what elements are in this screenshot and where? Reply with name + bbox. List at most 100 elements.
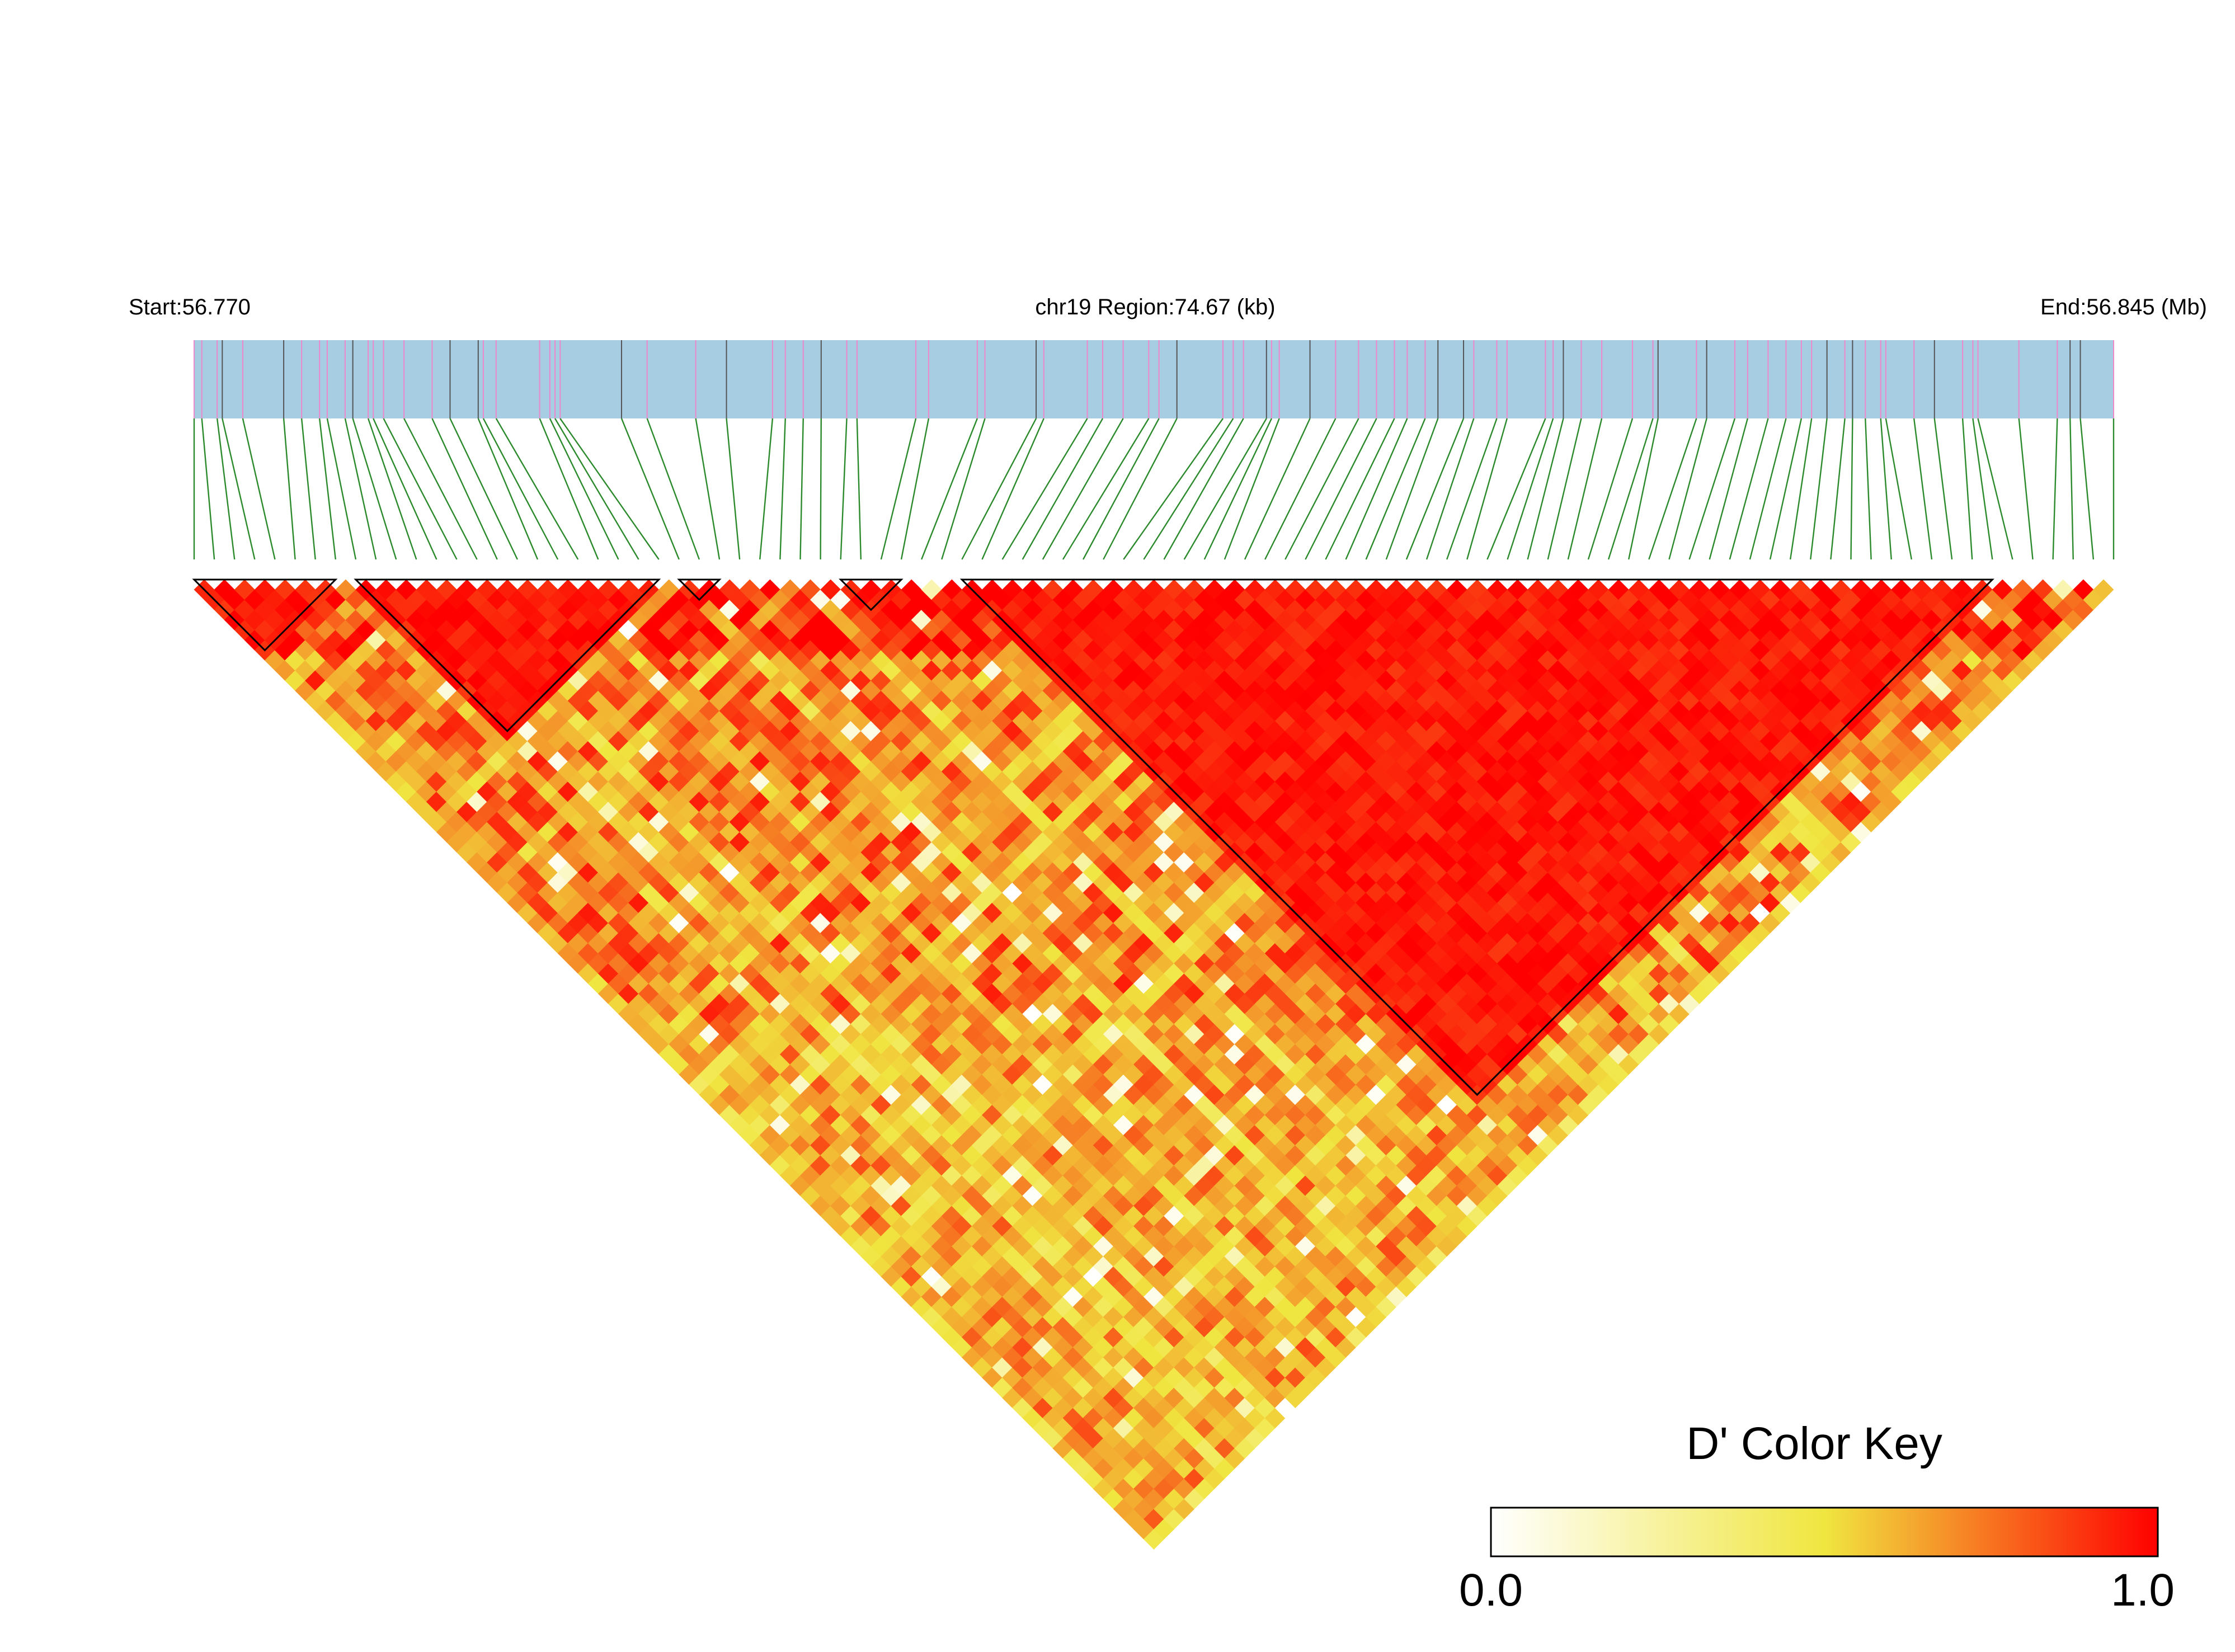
snp-connector-line — [1163, 418, 1244, 560]
snp-connector-line — [1648, 418, 1697, 560]
snp-connector-line — [2052, 418, 2058, 560]
snp-connector-line — [1083, 418, 1160, 560]
snp-connector-line — [1830, 418, 1846, 560]
snp-connector-line — [1062, 418, 1150, 560]
snp-connector-line — [554, 418, 639, 560]
region-title-label: chr19 Region:74.67 (kb) — [1035, 295, 1275, 319]
snp-connector-line — [1345, 418, 1408, 560]
snp-connector-line — [495, 418, 579, 560]
snp-connector-line — [1486, 418, 1546, 560]
ld-cells — [194, 579, 2114, 1550]
snp-connector-line — [383, 418, 458, 560]
snp-marker-lines — [194, 340, 2114, 418]
snp-connector-line — [840, 418, 848, 560]
color-key-bar — [1490, 1507, 2159, 1557]
snp-connector-line — [1103, 418, 1178, 560]
snp-connector-line — [1865, 418, 1872, 560]
snp-connector-line — [477, 418, 539, 560]
snp-connector-line — [1446, 418, 1498, 560]
snp-connector-line — [1001, 418, 1088, 560]
snp-connector-line — [1567, 418, 1603, 560]
snp-connector-line — [559, 418, 660, 560]
snp-connector-line — [1022, 418, 1104, 560]
snp-connector-line — [620, 418, 680, 560]
snp-connector-line — [2069, 418, 2074, 560]
chromosome-track — [194, 340, 2114, 418]
snp-connector-line — [1224, 418, 1280, 560]
snp-connector-line — [300, 418, 316, 560]
snp-connector-line — [1972, 418, 1993, 560]
snp-connector-line — [1183, 418, 1267, 560]
snp-connector-line — [646, 418, 700, 560]
snp-connector-line — [449, 418, 518, 560]
region-end-label: End:56.845 (Mb) — [2040, 295, 2207, 319]
snp-connector-line — [2018, 418, 2034, 560]
snp-connector-line — [1885, 418, 1913, 560]
snp-connector-line — [1143, 418, 1234, 560]
color-key-max-label: 1.0 — [2111, 1565, 2175, 1616]
snp-connector-line — [900, 418, 930, 560]
snp-connector-line — [695, 418, 721, 560]
snp-connector-line — [1977, 418, 2013, 560]
snp-connector-line — [1284, 418, 1359, 560]
snp-connector-line — [1425, 418, 1475, 560]
snp-connector-line — [1668, 418, 1707, 560]
color-key-min-label: 0.0 — [1459, 1565, 1523, 1616]
snp-connector-line — [352, 418, 397, 560]
snp-connector-line — [1365, 418, 1426, 560]
snp-connector-line — [1913, 418, 1933, 560]
snp-connector-line — [1527, 418, 1564, 560]
snp-connector-line — [201, 418, 215, 560]
snp-connector-line — [1244, 418, 1311, 560]
snp-connector-line — [981, 418, 1044, 560]
snp-connector-line — [921, 418, 978, 560]
snp-connector-line — [1466, 418, 1508, 560]
snp-connector-line — [1264, 418, 1337, 560]
color-key-title: D' Color Key — [1686, 1418, 1942, 1469]
snp-connector-line — [1385, 418, 1439, 560]
snp-connector-line — [1709, 418, 1748, 560]
snp-connector-line — [726, 418, 741, 560]
snp-connector-line — [759, 418, 774, 560]
snp-connector-line — [1688, 418, 1736, 560]
snp-connector-line — [549, 418, 619, 560]
snp-connector-line — [367, 418, 417, 560]
snp-connector-line — [2079, 418, 2095, 560]
snp-connector-line — [1880, 418, 1892, 560]
snp-connector-line — [1325, 418, 1395, 560]
snp-connector-line — [283, 418, 296, 560]
snp-connector-line — [431, 418, 498, 560]
snp-connector-line — [1203, 418, 1273, 560]
snp-connector-line — [799, 418, 804, 560]
snp-connector-line — [373, 418, 437, 560]
snp-connector-line — [880, 418, 917, 560]
snp-connector-line — [1547, 418, 1582, 560]
snp-connector-line — [1749, 418, 1787, 560]
snp-connector-line — [941, 418, 986, 560]
snp-connector-line — [326, 418, 357, 560]
snp-connector-line — [1507, 418, 1554, 560]
snp-connector-line — [1769, 418, 1803, 560]
snp-connector-line — [1123, 418, 1224, 560]
snp-connector-line — [242, 418, 276, 560]
snp-connector-line — [482, 418, 559, 560]
snp-connector-line — [1628, 418, 1659, 560]
snp-connector-line — [318, 418, 337, 560]
snp-connector-line — [1729, 418, 1769, 560]
snp-connector-line — [403, 418, 478, 560]
snp-connector-line — [1933, 418, 1953, 560]
snp-connector-line — [216, 418, 236, 560]
snp-connector-line — [1587, 418, 1634, 560]
snp-connector-line — [1405, 418, 1465, 560]
snp-connector-line — [1961, 418, 1973, 560]
snp-connector-lines — [193, 418, 2115, 560]
snp-connector-line — [344, 418, 377, 560]
snp-connector-line — [539, 418, 599, 560]
snp-connector-line — [1789, 418, 1813, 560]
snp-connector-line — [222, 418, 256, 560]
snp-connector-line — [1305, 418, 1377, 560]
snp-connector-line — [1607, 418, 1654, 560]
snp-connector-line — [1810, 418, 1828, 560]
snp-connector-line — [856, 418, 862, 560]
